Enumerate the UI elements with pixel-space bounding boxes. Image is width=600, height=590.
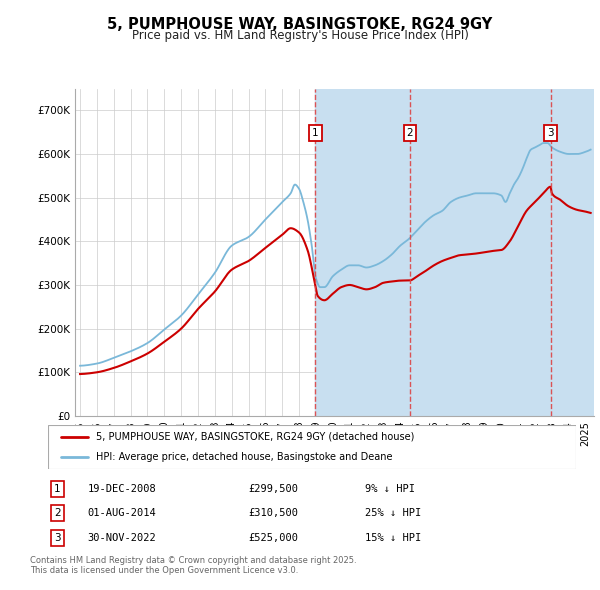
FancyBboxPatch shape [48,425,576,469]
Text: 15% ↓ HPI: 15% ↓ HPI [365,533,421,543]
Text: 9% ↓ HPI: 9% ↓ HPI [365,484,415,494]
Text: 19-DEC-2008: 19-DEC-2008 [88,484,157,494]
Text: 2: 2 [54,509,61,518]
Text: 5, PUMPHOUSE WAY, BASINGSTOKE, RG24 9GY: 5, PUMPHOUSE WAY, BASINGSTOKE, RG24 9GY [107,17,493,31]
Text: £310,500: £310,500 [248,509,299,518]
Text: Price paid vs. HM Land Registry's House Price Index (HPI): Price paid vs. HM Land Registry's House … [131,30,469,42]
Text: £299,500: £299,500 [248,484,299,494]
Text: 5, PUMPHOUSE WAY, BASINGSTOKE, RG24 9GY (detached house): 5, PUMPHOUSE WAY, BASINGSTOKE, RG24 9GY … [95,432,414,442]
Text: HPI: Average price, detached house, Basingstoke and Deane: HPI: Average price, detached house, Basi… [95,452,392,462]
Text: 2: 2 [407,127,413,137]
Text: 25% ↓ HPI: 25% ↓ HPI [365,509,421,518]
Text: £525,000: £525,000 [248,533,299,543]
Text: 3: 3 [547,127,554,137]
Text: Contains HM Land Registry data © Crown copyright and database right 2025.
This d: Contains HM Land Registry data © Crown c… [30,556,356,575]
Text: 1: 1 [312,127,319,137]
Text: 01-AUG-2014: 01-AUG-2014 [88,509,157,518]
Bar [315,88,594,416]
Text: 3: 3 [54,533,61,543]
Text: 30-NOV-2022: 30-NOV-2022 [88,533,157,543]
Text: 1: 1 [54,484,61,494]
